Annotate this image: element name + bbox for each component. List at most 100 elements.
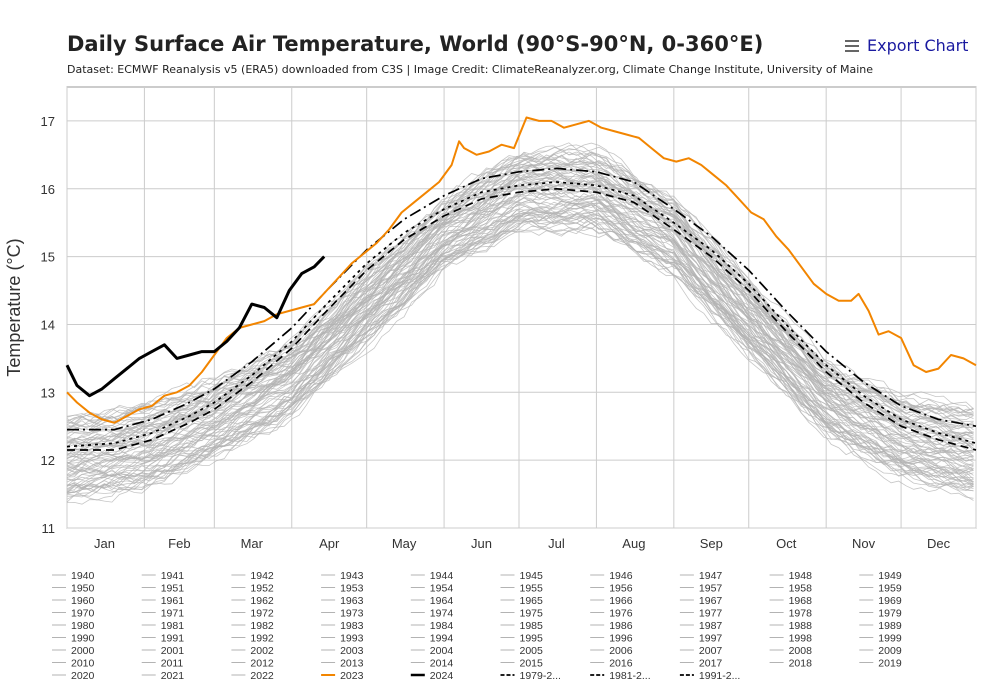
legend-item[interactable]: 1952 xyxy=(231,583,274,595)
legend-item[interactable]: 1995 xyxy=(500,633,544,645)
legend-item[interactable]: 1971 xyxy=(141,608,185,620)
legend-item[interactable]: 1982 xyxy=(231,620,274,632)
legend-item[interactable]: 1991-2... xyxy=(679,670,740,682)
legend-item[interactable]: 1954 xyxy=(410,583,454,595)
legend-item[interactable]: 2008 xyxy=(769,645,813,657)
legend-item[interactable]: 1972 xyxy=(231,608,274,620)
legend-item[interactable]: 1962 xyxy=(231,595,274,607)
legend-item[interactable]: 1987 xyxy=(679,620,723,632)
legend-item[interactable]: 1984 xyxy=(410,620,454,632)
legend-item[interactable]: 1980 xyxy=(52,620,95,632)
legend-item[interactable]: 1979-2... xyxy=(500,670,561,682)
legend-item[interactable]: 2000 xyxy=(52,645,95,657)
legend-item[interactable]: 1944 xyxy=(410,570,454,582)
legend-item[interactable]: 1948 xyxy=(769,570,813,582)
legend-item[interactable]: 2011 xyxy=(141,658,184,670)
legend-item[interactable]: 2004 xyxy=(410,645,454,657)
legend-item[interactable]: 1970 xyxy=(52,608,95,620)
legend-label: 1987 xyxy=(699,620,723,632)
legend-label: 2002 xyxy=(250,645,274,657)
legend-item[interactable]: 1963 xyxy=(321,595,364,607)
legend-item[interactable]: 1997 xyxy=(679,633,723,645)
legend-item[interactable]: 1967 xyxy=(679,595,723,607)
legend-item[interactable]: 1947 xyxy=(679,570,723,582)
y-tick-label: 12 xyxy=(41,453,55,468)
legend-item[interactable]: 1992 xyxy=(231,633,274,645)
year-line xyxy=(66,146,974,427)
legend-item[interactable]: 1988 xyxy=(769,620,813,632)
legend-item[interactable]: 2013 xyxy=(321,658,364,670)
legend-item[interactable]: 2012 xyxy=(231,658,274,670)
legend-item[interactable]: 1989 xyxy=(859,620,902,632)
hamburger-menu-icon[interactable] xyxy=(845,39,859,52)
legend-item[interactable]: 2009 xyxy=(859,645,902,657)
legend-item[interactable]: 1958 xyxy=(769,583,813,595)
legend-item[interactable]: 1985 xyxy=(500,620,544,632)
export-chart-label[interactable]: Export Chart xyxy=(867,36,969,55)
legend-item[interactable]: 1953 xyxy=(321,583,364,595)
export-chart-button[interactable]: Export Chart xyxy=(845,36,968,55)
legend-item[interactable]: 2017 xyxy=(679,658,723,670)
legend-item[interactable]: 1978 xyxy=(769,608,813,620)
legend-item[interactable]: 1990 xyxy=(52,633,95,645)
legend-item[interactable]: 2021 xyxy=(141,670,185,682)
legend-item[interactable]: 1960 xyxy=(52,595,95,607)
legend[interactable]: 1940 1941 1942 1943 1944 1945 1946 1947 1948 1949… xyxy=(52,570,902,682)
legend-item[interactable]: 1973 xyxy=(321,608,364,620)
legend-label: 1977 xyxy=(699,608,723,620)
legend-item[interactable]: 2005 xyxy=(500,645,544,657)
legend-item[interactable]: 1968 xyxy=(769,595,813,607)
legend-item[interactable]: 1957 xyxy=(679,583,723,595)
legend-item[interactable]: 2019 xyxy=(859,658,902,670)
legend-item[interactable]: 2016 xyxy=(590,658,633,670)
legend-item[interactable]: 1974 xyxy=(410,608,454,620)
legend-item[interactable]: 1975 xyxy=(500,608,544,620)
legend-item[interactable]: 1961 xyxy=(141,595,185,607)
legend-item[interactable]: 1993 xyxy=(321,633,364,645)
legend-item[interactable]: 1981-2... xyxy=(590,670,651,682)
legend-item[interactable]: 1950 xyxy=(52,583,95,595)
legend-item[interactable]: 1940 xyxy=(52,570,95,582)
legend-item[interactable]: 2014 xyxy=(410,658,454,670)
legend-item[interactable]: 1981 xyxy=(141,620,185,632)
legend-item[interactable]: 1959 xyxy=(859,583,902,595)
legend-item[interactable]: 1979 xyxy=(859,608,902,620)
legend-item[interactable]: 1949 xyxy=(859,570,902,582)
legend-item[interactable]: 1956 xyxy=(590,583,633,595)
legend-item[interactable]: 1969 xyxy=(859,595,902,607)
legend-label: 1975 xyxy=(520,608,544,620)
legend-item[interactable]: 2023 xyxy=(321,670,364,682)
legend-item[interactable]: 1945 xyxy=(500,570,544,582)
legend-item[interactable]: 1994 xyxy=(410,633,454,645)
legend-item[interactable]: 2018 xyxy=(769,658,813,670)
legend-item[interactable]: 2020 xyxy=(52,670,95,682)
legend-label: 2017 xyxy=(699,658,723,670)
legend-item[interactable]: 1955 xyxy=(500,583,544,595)
legend-item[interactable]: 1951 xyxy=(141,583,185,595)
legend-item[interactable]: 2001 xyxy=(141,645,185,657)
legend-item[interactable]: 1996 xyxy=(590,633,633,645)
legend-item[interactable]: 1976 xyxy=(590,608,633,620)
legend-item[interactable]: 1983 xyxy=(321,620,364,632)
legend-item[interactable]: 2006 xyxy=(590,645,633,657)
legend-item[interactable]: 2007 xyxy=(679,645,723,657)
legend-item[interactable]: 1942 xyxy=(231,570,274,582)
legend-item[interactable]: 1941 xyxy=(141,570,185,582)
legend-item[interactable]: 2003 xyxy=(321,645,364,657)
legend-item[interactable]: 1991 xyxy=(141,633,185,645)
legend-item[interactable]: 1998 xyxy=(769,633,813,645)
legend-item[interactable]: 2010 xyxy=(52,658,95,670)
legend-item[interactable]: 2024 xyxy=(410,670,454,682)
legend-item[interactable]: 1965 xyxy=(500,595,544,607)
legend-item[interactable]: 2022 xyxy=(231,670,274,682)
legend-item[interactable]: 1964 xyxy=(410,595,454,607)
legend-item[interactable]: 2015 xyxy=(500,658,544,670)
legend-item[interactable]: 1977 xyxy=(679,608,723,620)
legend-item[interactable]: 1966 xyxy=(590,595,633,607)
legend-item[interactable]: 1946 xyxy=(590,570,633,582)
legend-item[interactable]: 1999 xyxy=(859,633,902,645)
legend-item[interactable]: 1943 xyxy=(321,570,364,582)
x-tick-label: Dec xyxy=(927,536,951,551)
legend-item[interactable]: 2002 xyxy=(231,645,274,657)
legend-item[interactable]: 1986 xyxy=(590,620,633,632)
